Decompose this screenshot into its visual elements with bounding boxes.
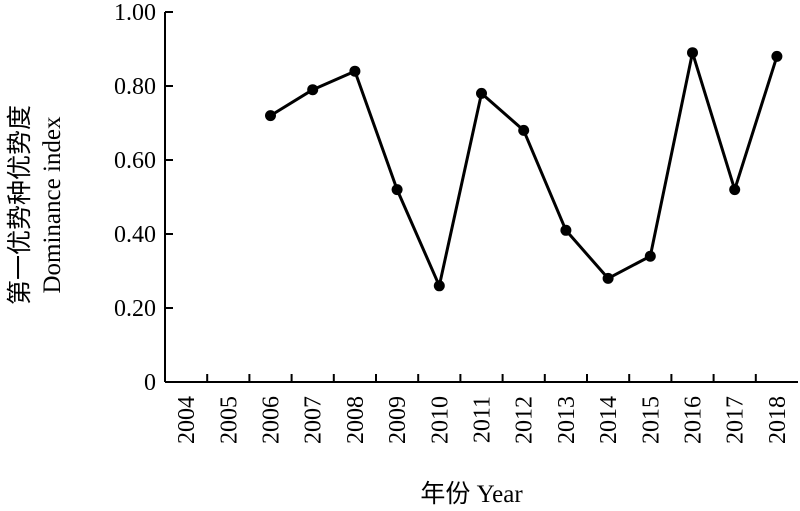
x-tick-label: 2012 bbox=[512, 396, 538, 444]
data-point-2010 bbox=[433, 280, 445, 292]
y-axis-title: 第一优势种优势度 Dominance index bbox=[6, 105, 66, 305]
x-tick-label: 2015 bbox=[638, 396, 664, 444]
x-tick-label: 2009 bbox=[385, 396, 411, 444]
x-tick-label: 2004 bbox=[174, 396, 200, 444]
y-tick-label: 0.80 bbox=[114, 74, 156, 100]
data-point-2008 bbox=[349, 65, 361, 77]
data-point-2006 bbox=[265, 110, 276, 122]
data-point-2013 bbox=[560, 224, 572, 236]
x-tick-label: 2014 bbox=[596, 396, 622, 444]
x-tick-label: 2018 bbox=[765, 396, 791, 444]
data-point-2017 bbox=[729, 184, 741, 196]
y-axis-title-cn: 第一优势种优势度 bbox=[6, 105, 34, 305]
x-axis-title: 年份 Year bbox=[420, 480, 523, 508]
data-point-2012 bbox=[518, 124, 530, 136]
data-point-2014 bbox=[602, 272, 614, 284]
y-axis-ticks: 0 0.20 0.40 0.60 0.80 1.00 bbox=[114, 0, 173, 396]
x-tick-label: 2011 bbox=[470, 396, 496, 443]
data-point-2009 bbox=[391, 184, 403, 196]
y-axis-title-en: Dominance index bbox=[39, 116, 66, 294]
data-point-2016 bbox=[687, 47, 698, 59]
x-axis-ticks: 2004 2005 2006 2007 2008 2009 2010 2011 2012 2013… bbox=[174, 374, 791, 444]
x-tick-label: 2013 bbox=[554, 396, 580, 444]
y-tick-label: 0 bbox=[144, 370, 156, 396]
series-line bbox=[269, 51, 779, 288]
series-layer bbox=[265, 47, 783, 292]
data-point-2011 bbox=[476, 87, 487, 99]
y-tick-label: 1.00 bbox=[114, 0, 156, 26]
x-tick-label: 2016 bbox=[681, 396, 707, 444]
x-tick-label: 2006 bbox=[259, 396, 285, 444]
data-point-2015 bbox=[644, 250, 656, 262]
data-point-2018 bbox=[771, 50, 783, 62]
y-tick-label: 0.20 bbox=[114, 296, 156, 322]
x-tick-label: 2005 bbox=[216, 396, 242, 444]
x-tick-label: 2017 bbox=[723, 396, 749, 444]
y-tick-label: 0.60 bbox=[114, 148, 156, 174]
y-tick-label: 0.40 bbox=[114, 222, 156, 248]
x-tick-label: 2008 bbox=[343, 396, 369, 444]
data-point-2007 bbox=[307, 84, 319, 96]
x-tick-label: 2010 bbox=[427, 396, 453, 444]
x-tick-label: 2007 bbox=[301, 396, 327, 444]
